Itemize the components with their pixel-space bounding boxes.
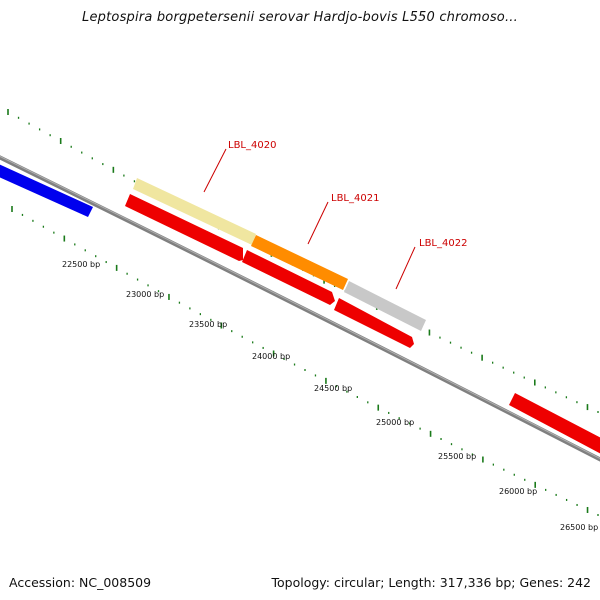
chromosome-backbone (0, 155, 600, 462)
red-gene-feature-1[interactable] (125, 194, 243, 261)
tick-label: 23500 bp (189, 320, 227, 329)
gene-label-lbl-4020: LBL_4020 (228, 140, 276, 151)
gene-label-lbl-4021: LBL_4021 (331, 193, 379, 204)
tick-label: 26500 bp (560, 523, 598, 532)
blue-gene-feature[interactable] (0, 160, 93, 217)
chromosome-backbone-highlight (0, 155, 600, 459)
tick-dots (7, 109, 599, 516)
tick-label: 26000 bp (499, 487, 537, 496)
gene-feature-lbl-4020[interactable] (133, 178, 256, 245)
map-title: Leptospira borgpetersenii serovar Hardjo… (82, 10, 518, 25)
tick-label: 24500 bp (314, 384, 352, 393)
red-gene-feature-2[interactable] (242, 250, 335, 305)
tick-label: 25000 bp (376, 418, 414, 427)
gene-label-lbl-4022: LBL_4022 (419, 238, 467, 249)
lbl-4021-leader (307, 201, 329, 245)
accession-text: Accession: NC_008509 (9, 575, 152, 590)
tick-label: 23000 bp (126, 290, 164, 299)
red-gene-feature-4[interactable] (509, 393, 600, 456)
lbl-4020-leader (203, 148, 227, 193)
tick-label: 24000 bp (252, 352, 290, 361)
gene-feature-lbl-4022[interactable] (344, 281, 426, 331)
red-gene-feature-3[interactable] (334, 298, 414, 348)
topology-stats: Topology: circular; Length: 317,336 bp; … (271, 575, 592, 590)
gene-feature-lbl-4021[interactable] (251, 235, 348, 290)
lbl-4022-leader (395, 246, 416, 290)
tick-label: 22500 bp (62, 260, 100, 269)
tick-label: 25500 bp (438, 452, 476, 461)
